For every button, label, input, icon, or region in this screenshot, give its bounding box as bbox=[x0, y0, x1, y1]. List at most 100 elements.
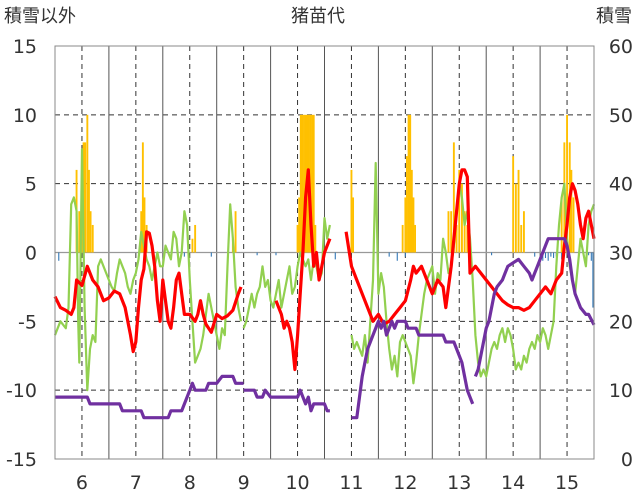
bar bbox=[461, 183, 463, 253]
x-tick-label: 8 bbox=[184, 472, 196, 494]
bar bbox=[89, 211, 92, 253]
bar bbox=[561, 252, 563, 260]
series-line-red bbox=[344, 168, 596, 326]
bar bbox=[296, 224, 299, 253]
bar bbox=[311, 114, 314, 253]
bar bbox=[78, 211, 81, 253]
y-axis-left-label: 積雪以外 bbox=[4, 6, 76, 27]
bar bbox=[522, 211, 525, 253]
y-axis-right-ticks: 60 50 40 30 20 10 0 bbox=[609, 36, 633, 471]
bar bbox=[517, 169, 520, 253]
bar bbox=[256, 252, 258, 256]
bar bbox=[409, 114, 412, 253]
bar bbox=[350, 169, 353, 253]
y-left-tick-label: 15 bbox=[13, 36, 37, 58]
x-tick-label: 13 bbox=[447, 472, 471, 494]
x-axis-ticks: 6 7 8 9 10 11 12 13 14 15 bbox=[76, 472, 579, 494]
bar bbox=[143, 197, 146, 253]
bar bbox=[406, 156, 408, 253]
bar bbox=[86, 114, 89, 253]
bar bbox=[88, 169, 90, 253]
bar bbox=[404, 197, 407, 253]
bar bbox=[458, 169, 461, 253]
x-tick-label: 9 bbox=[238, 472, 250, 494]
bar bbox=[491, 252, 493, 256]
series-line-purple bbox=[55, 374, 244, 420]
bar bbox=[534, 252, 536, 257]
y-right-tick-label: 40 bbox=[609, 174, 633, 196]
bar bbox=[455, 224, 458, 253]
series-line-purple bbox=[243, 388, 330, 413]
bar bbox=[58, 252, 60, 261]
bar bbox=[396, 252, 398, 261]
bar bbox=[234, 211, 237, 253]
bar bbox=[566, 114, 568, 253]
bar bbox=[303, 114, 305, 253]
bar bbox=[512, 156, 515, 253]
bar bbox=[141, 142, 144, 253]
y-left-tick-label: -15 bbox=[6, 449, 37, 471]
bar bbox=[450, 211, 453, 253]
bar bbox=[352, 197, 355, 253]
series-line-green bbox=[53, 148, 243, 392]
bar bbox=[301, 114, 304, 253]
bar bbox=[84, 142, 87, 253]
y-left-tick-label: -10 bbox=[6, 380, 37, 402]
x-tick-label: 6 bbox=[76, 472, 88, 494]
y-left-tick-label: -5 bbox=[18, 311, 37, 333]
bar bbox=[412, 197, 415, 253]
bar bbox=[183, 252, 185, 257]
bar bbox=[401, 224, 404, 253]
bar bbox=[447, 211, 450, 253]
bar bbox=[550, 252, 552, 257]
series-line-green bbox=[350, 161, 596, 385]
series-line-purple bbox=[351, 319, 475, 420]
bar bbox=[520, 224, 523, 253]
chart-title: 猪苗代 bbox=[291, 6, 345, 27]
y-right-tick-label: 10 bbox=[609, 380, 633, 402]
y-right-tick-label: 20 bbox=[609, 311, 633, 333]
bar bbox=[312, 114, 315, 253]
bar bbox=[194, 224, 197, 253]
bar bbox=[590, 252, 592, 261]
bar bbox=[414, 224, 416, 253]
y-left-tick-label: 10 bbox=[13, 105, 37, 127]
series-line-purple bbox=[473, 237, 596, 377]
bar bbox=[275, 252, 277, 256]
bar bbox=[553, 252, 555, 259]
series-line-red bbox=[53, 230, 243, 354]
bar bbox=[572, 197, 575, 253]
bar bbox=[452, 142, 455, 253]
plot-frame bbox=[54, 45, 595, 460]
x-tick-label: 15 bbox=[555, 472, 579, 494]
x-tick-label: 7 bbox=[130, 472, 142, 494]
bar bbox=[91, 224, 94, 253]
bar bbox=[570, 169, 573, 253]
bar bbox=[466, 224, 469, 253]
bar bbox=[298, 197, 301, 253]
bar bbox=[544, 252, 547, 259]
bar-series bbox=[58, 114, 594, 308]
y-axis-right-label: 積雪 bbox=[596, 6, 632, 27]
x-tick-label: 10 bbox=[285, 472, 309, 494]
bar bbox=[299, 114, 302, 253]
y-right-tick-label: 50 bbox=[609, 105, 633, 127]
bar bbox=[404, 252, 406, 257]
bar bbox=[588, 252, 590, 256]
x-tick-label: 11 bbox=[339, 472, 363, 494]
y-right-tick-label: 60 bbox=[609, 36, 633, 58]
bar bbox=[514, 183, 517, 253]
bar bbox=[314, 224, 317, 253]
bar bbox=[592, 252, 594, 308]
series-line-red bbox=[274, 168, 332, 372]
bar bbox=[560, 197, 563, 253]
x-tick-label: 14 bbox=[501, 472, 525, 494]
bar bbox=[547, 252, 549, 261]
bar bbox=[463, 211, 466, 253]
bar bbox=[410, 169, 413, 253]
bar bbox=[334, 252, 336, 260]
bar bbox=[210, 252, 212, 257]
y-right-tick-label: 0 bbox=[621, 449, 633, 471]
y-right-tick-label: 30 bbox=[609, 243, 633, 265]
